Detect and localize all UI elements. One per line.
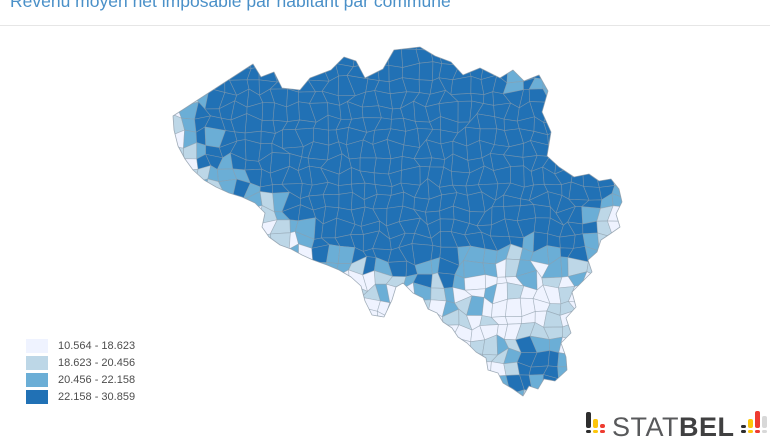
- commune-region[interactable]: [261, 102, 275, 121]
- commune-region[interactable]: [430, 287, 447, 302]
- commune-region[interactable]: [322, 194, 340, 209]
- legend-label: 22.158 - 30.859: [58, 391, 136, 403]
- commune-region[interactable]: [352, 52, 369, 68]
- commune-region[interactable]: [411, 308, 434, 329]
- statbel-logo-text: STATBEL: [612, 412, 735, 442]
- statbel-left-bars-icon: [586, 412, 605, 433]
- legend-label: 20.456 - 22.158: [58, 374, 136, 386]
- commune-region[interactable]: [429, 157, 446, 168]
- statbel-logo[interactable]: STATBEL: [586, 403, 767, 441]
- legend-item: 18.623 - 20.456: [26, 356, 135, 370]
- legend-item: 22.158 - 30.859: [26, 390, 135, 404]
- commune-region[interactable]: [334, 269, 351, 291]
- commune-region[interactable]: [230, 54, 252, 69]
- commune-region[interactable]: [548, 143, 563, 160]
- commune-region[interactable]: [528, 374, 544, 395]
- commune-region[interactable]: [559, 234, 576, 249]
- legend-item: 20.456 - 22.158: [26, 373, 135, 387]
- page-title: Revenu moyen net imposable par habitant …: [10, 0, 451, 11]
- commune-region[interactable]: [418, 61, 434, 81]
- legend-label: 18.623 - 20.456: [58, 357, 136, 369]
- commune-region[interactable]: [377, 64, 390, 83]
- commune-region[interactable]: [547, 350, 560, 368]
- commune-region[interactable]: [244, 139, 262, 162]
- commune-region[interactable]: [246, 50, 264, 69]
- commune-region[interactable]: [543, 100, 563, 123]
- commune-region[interactable]: [359, 157, 377, 174]
- legend-swatch: [26, 373, 48, 387]
- commune-region[interactable]: [373, 157, 392, 175]
- commune-region[interactable]: [179, 168, 199, 184]
- commune-region[interactable]: [403, 128, 421, 148]
- commune-region[interactable]: [374, 184, 393, 196]
- logo-bel-text: BEL: [679, 412, 735, 442]
- commune-region[interactable]: [361, 105, 382, 119]
- logo-stat-text: STAT: [612, 412, 679, 442]
- legend-swatch: [26, 356, 48, 370]
- commune-region[interactable]: [415, 299, 432, 311]
- statbel-right-bars-icon: [740, 411, 767, 433]
- belgium-choropleth-map[interactable]: [0, 0, 770, 433]
- commune-region[interactable]: [243, 205, 263, 225]
- commune-region[interactable]: [560, 256, 569, 278]
- commune-region[interactable]: [502, 389, 525, 408]
- legend-item: 10.564 - 18.623: [26, 339, 135, 353]
- commune-region[interactable]: [533, 204, 551, 219]
- legend-label: 10.564 - 18.623: [58, 340, 136, 352]
- commune-region[interactable]: [504, 297, 523, 317]
- commune-region[interactable]: [338, 192, 353, 211]
- legend-swatch: [26, 390, 48, 404]
- commune-region[interactable]: [504, 316, 523, 325]
- country-border: [172, 46, 623, 397]
- commune-region[interactable]: [557, 352, 577, 368]
- commune-region[interactable]: [482, 248, 498, 265]
- commune-region[interactable]: [170, 129, 185, 149]
- commune-region[interactable]: [325, 262, 339, 278]
- map-legend: 10.564 - 18.623 18.623 - 20.456 20.456 -…: [26, 339, 135, 407]
- commune-region[interactable]: [506, 62, 524, 84]
- legend-swatch: [26, 339, 48, 353]
- commune-region[interactable]: [437, 49, 460, 66]
- commune-region[interactable]: [582, 167, 600, 188]
- header-divider: [0, 25, 770, 26]
- commune-region[interactable]: [269, 232, 291, 252]
